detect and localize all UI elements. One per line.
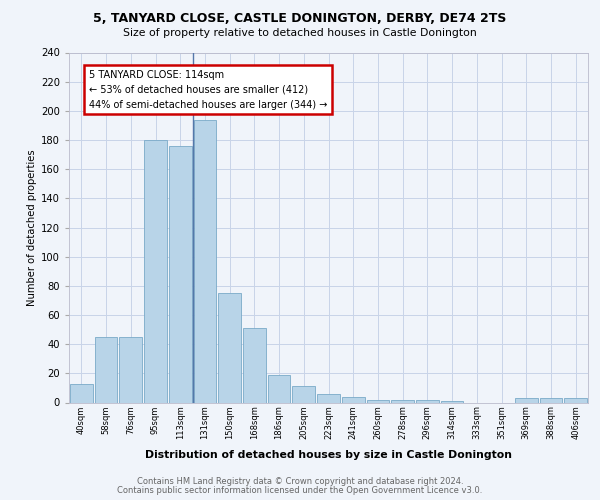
Text: 5 TANYARD CLOSE: 114sqm
← 53% of detached houses are smaller (412)
44% of semi-d: 5 TANYARD CLOSE: 114sqm ← 53% of detache…: [89, 70, 327, 110]
Bar: [564, 398, 587, 402]
Bar: [218, 293, 241, 403]
Text: Size of property relative to detached houses in Castle Donington: Size of property relative to detached ho…: [123, 28, 477, 38]
Bar: [416, 400, 439, 402]
Bar: [515, 398, 538, 402]
Bar: [169, 146, 191, 403]
Bar: [95, 337, 118, 402]
Text: 5, TANYARD CLOSE, CASTLE DONINGTON, DERBY, DE74 2TS: 5, TANYARD CLOSE, CASTLE DONINGTON, DERB…: [94, 12, 506, 26]
Bar: [243, 328, 266, 402]
Bar: [391, 400, 414, 402]
X-axis label: Distribution of detached houses by size in Castle Donington: Distribution of detached houses by size …: [145, 450, 512, 460]
Bar: [539, 398, 562, 402]
Bar: [317, 394, 340, 402]
Bar: [292, 386, 315, 402]
Y-axis label: Number of detached properties: Number of detached properties: [27, 149, 37, 306]
Bar: [342, 396, 365, 402]
Bar: [119, 337, 142, 402]
Text: Contains HM Land Registry data © Crown copyright and database right 2024.: Contains HM Land Registry data © Crown c…: [137, 477, 463, 486]
Bar: [194, 120, 216, 403]
Text: Contains public sector information licensed under the Open Government Licence v3: Contains public sector information licen…: [118, 486, 482, 495]
Bar: [70, 384, 93, 402]
Bar: [268, 375, 290, 402]
Bar: [144, 140, 167, 402]
Bar: [441, 401, 463, 402]
Bar: [367, 400, 389, 402]
